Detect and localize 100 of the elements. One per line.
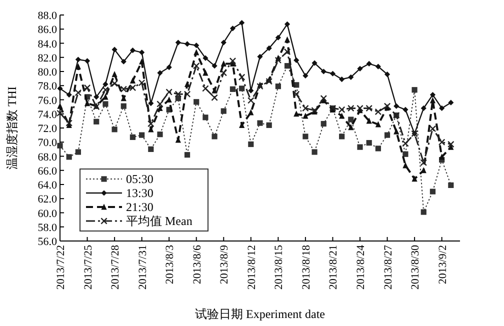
point bbox=[212, 63, 218, 69]
x-tick-label: 2013/8/30 bbox=[410, 244, 422, 290]
point bbox=[111, 80, 118, 87]
point bbox=[194, 42, 200, 48]
point bbox=[130, 134, 136, 140]
point bbox=[375, 121, 381, 128]
point bbox=[239, 86, 245, 92]
point bbox=[230, 26, 236, 32]
point bbox=[448, 182, 454, 188]
point bbox=[439, 105, 445, 112]
point bbox=[184, 41, 190, 47]
point bbox=[312, 60, 318, 66]
point bbox=[366, 60, 372, 67]
point bbox=[429, 125, 436, 132]
point bbox=[366, 118, 372, 124]
point bbox=[74, 89, 82, 96]
point bbox=[174, 90, 182, 98]
y-tick-label: 86.0 bbox=[38, 24, 58, 36]
x-tick-label: 2013/8/21 bbox=[328, 245, 340, 290]
point bbox=[230, 86, 236, 92]
point bbox=[202, 70, 208, 76]
point bbox=[402, 151, 408, 157]
point bbox=[166, 64, 172, 70]
point bbox=[84, 84, 91, 92]
x-tick-label: 2013/8/15 bbox=[273, 244, 286, 290]
y-tick-label: 62.0 bbox=[38, 194, 58, 206]
point bbox=[284, 21, 290, 27]
point bbox=[57, 86, 63, 92]
point bbox=[102, 81, 108, 88]
point bbox=[192, 62, 200, 70]
point bbox=[248, 141, 254, 148]
point bbox=[75, 149, 81, 155]
point bbox=[139, 132, 145, 138]
legend-label: 13:30 bbox=[126, 186, 154, 200]
point bbox=[175, 136, 181, 143]
point bbox=[339, 76, 345, 82]
point bbox=[348, 74, 354, 80]
point bbox=[302, 134, 308, 140]
point bbox=[184, 80, 190, 88]
point bbox=[238, 74, 246, 81]
point bbox=[212, 134, 218, 140]
point bbox=[157, 70, 163, 76]
y-tick-label: 72.0 bbox=[38, 123, 58, 135]
x-tick-label: 2013/7/22 bbox=[55, 245, 67, 290]
point bbox=[138, 79, 146, 86]
x-tick-label: 2013/8/18 bbox=[300, 244, 312, 290]
point bbox=[148, 146, 154, 152]
point bbox=[339, 134, 345, 140]
point bbox=[430, 97, 436, 104]
x-tick-label: 2013/7/31 bbox=[136, 245, 149, 290]
point bbox=[175, 40, 181, 46]
point bbox=[384, 72, 390, 78]
point bbox=[348, 116, 354, 122]
y-tick-label: 88.0 bbox=[38, 10, 58, 22]
point bbox=[357, 66, 363, 72]
point bbox=[56, 110, 64, 117]
y-tick-label: 84.0 bbox=[38, 38, 58, 50]
point bbox=[202, 114, 208, 120]
point bbox=[320, 68, 326, 74]
point bbox=[157, 132, 163, 138]
legend-label: 21:30 bbox=[126, 200, 154, 214]
point bbox=[302, 104, 309, 112]
point bbox=[66, 154, 72, 160]
point bbox=[220, 70, 228, 76]
point bbox=[330, 70, 336, 76]
point bbox=[412, 176, 418, 182]
point bbox=[348, 124, 354, 130]
point bbox=[284, 48, 291, 56]
point bbox=[374, 108, 382, 116]
y-tick-label: 80.0 bbox=[38, 66, 58, 78]
point bbox=[420, 209, 426, 215]
y-tick-label: 58.0 bbox=[38, 222, 58, 234]
point bbox=[220, 108, 226, 114]
point bbox=[112, 46, 118, 52]
x-tick-label: 2013/8/6 bbox=[191, 244, 204, 284]
point bbox=[156, 100, 164, 108]
point bbox=[402, 140, 409, 147]
point bbox=[139, 58, 145, 64]
point bbox=[420, 159, 428, 166]
point bbox=[274, 56, 282, 64]
point bbox=[220, 40, 226, 46]
legend-label: 05:30 bbox=[126, 172, 154, 186]
point bbox=[220, 60, 226, 67]
x-axis-title: 试验日期 Experiment date bbox=[195, 307, 325, 321]
point bbox=[438, 138, 446, 146]
point bbox=[148, 120, 154, 128]
point bbox=[120, 95, 126, 102]
point bbox=[112, 71, 118, 78]
y-tick-label: 68.0 bbox=[38, 151, 58, 164]
point bbox=[292, 90, 300, 98]
point bbox=[202, 55, 208, 61]
point bbox=[129, 84, 136, 92]
point bbox=[130, 48, 136, 54]
point bbox=[184, 90, 191, 98]
point bbox=[120, 103, 126, 109]
point bbox=[338, 106, 346, 114]
y-tick-label: 78.0 bbox=[38, 80, 58, 93]
x-tick-label: 2013/8/9 bbox=[218, 244, 231, 284]
point bbox=[266, 122, 272, 128]
point bbox=[348, 104, 354, 112]
